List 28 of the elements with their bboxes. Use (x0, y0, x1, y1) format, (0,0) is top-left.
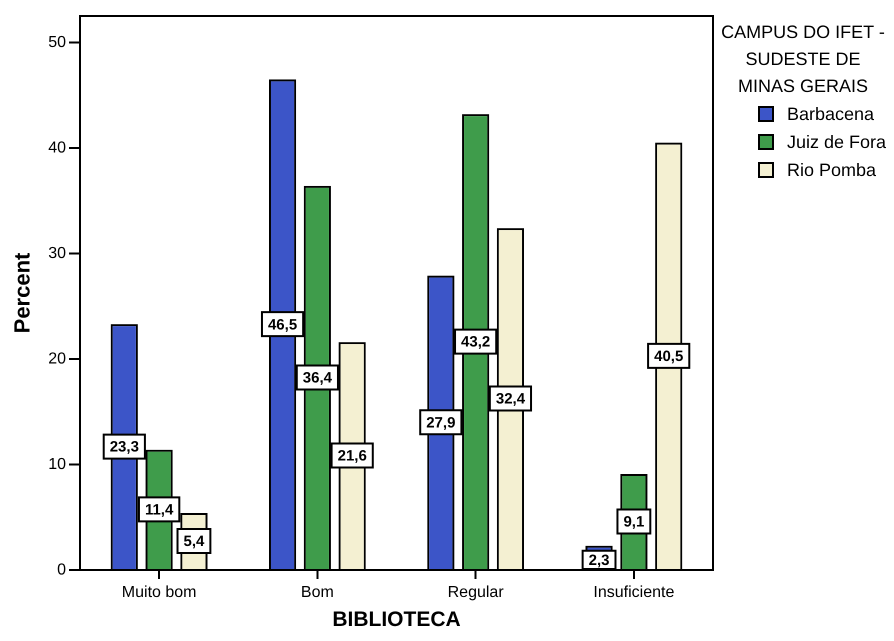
data-label: 40,5 (654, 348, 684, 365)
y-tick-label: 40 (48, 139, 66, 156)
data-label: 27,9 (426, 414, 456, 432)
data-label: 2,3 (588, 552, 610, 570)
y-tick-label: 10 (48, 456, 66, 473)
y-tick-label: 20 (48, 350, 66, 368)
data-label: 23,3 (110, 438, 139, 456)
legend-label: Barbacena (787, 104, 874, 124)
legend-title: CAMPUS DO IFET - SUDESTE DE MINAS GERAIS (720, 21, 886, 98)
data-label: 5,4 (184, 533, 206, 550)
x-tick-label: Bom (300, 584, 334, 602)
y-tick-label: 0 (57, 561, 66, 578)
y-tick-label: 50 (48, 34, 66, 51)
x-axis-title: BIBLIOTECA (332, 608, 461, 632)
y-axis-title: Percent (9, 252, 34, 334)
x-tick-label: Muito bom (122, 584, 196, 602)
data-label: 32,4 (496, 390, 526, 408)
data-label: 9,1 (623, 514, 644, 531)
x-tick-label: Insuficiente (593, 584, 674, 602)
data-label: 46,5 (268, 316, 298, 334)
legend-label: Juiz de Fora (787, 132, 886, 152)
data-label: 21,6 (338, 448, 367, 465)
data-label: 36,4 (302, 370, 333, 387)
y-tick-label: 30 (48, 244, 66, 262)
x-tick-label: Regular (448, 584, 504, 602)
data-label: 43,2 (461, 334, 490, 351)
legend-label: Rio Pomba (787, 160, 876, 180)
data-label: 11,4 (144, 501, 174, 518)
